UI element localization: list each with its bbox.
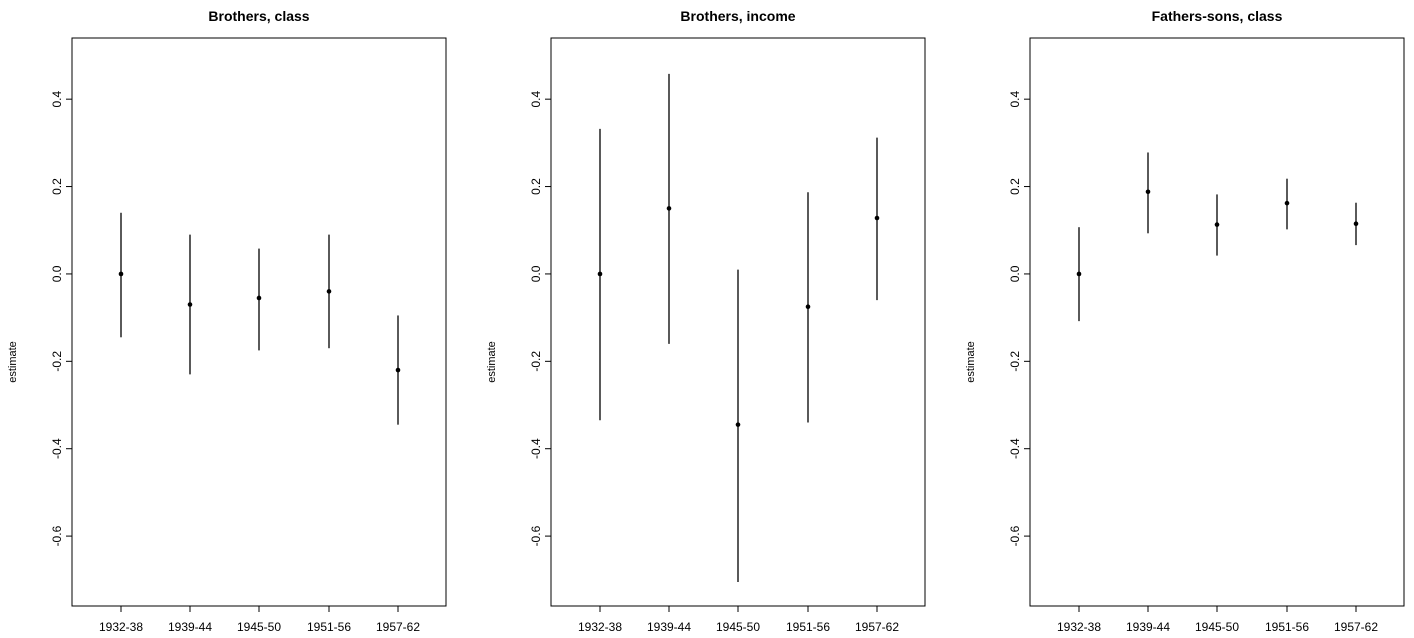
x-tick-label: 1939-44 xyxy=(647,620,691,634)
y-tick-label: -0.2 xyxy=(529,351,543,372)
estimate-point xyxy=(1076,271,1082,277)
y-tick-label: 0.0 xyxy=(50,265,64,282)
chart-panel-2: Brothers, income -0.6 -0.4 -0.2 0.0 0.2 0.4 est… xyxy=(486,8,926,634)
y-axis-label: estimate xyxy=(486,341,498,383)
estimate-point xyxy=(735,422,741,427)
chart-panel-1: Brothers, class -0.6 -0.4 -0.2 0.0 0.2 0.4 esti… xyxy=(7,8,447,634)
estimate-point xyxy=(597,271,603,277)
y-axis-label: estimate xyxy=(7,341,19,383)
estimate-point xyxy=(256,295,262,301)
y-tick-label: 0.4 xyxy=(1008,91,1022,108)
y-tick-label: -0.4 xyxy=(529,438,543,459)
y-tick-label: 0.0 xyxy=(529,265,543,282)
x-tick-label: 1957-62 xyxy=(376,620,420,634)
x-tick-label: 1939-44 xyxy=(1126,620,1170,634)
estimate-point xyxy=(187,302,193,307)
x-tick-label: 1932-38 xyxy=(1057,620,1101,634)
x-tick-label: 1957-62 xyxy=(855,620,899,634)
y-tick-label: 0.2 xyxy=(1008,178,1022,195)
y-tick-label: -0.6 xyxy=(1008,525,1022,546)
y-tick-label: 0.4 xyxy=(50,91,64,108)
y-axis-label: estimate xyxy=(965,341,977,383)
x-tick-label: 1951-56 xyxy=(307,620,351,634)
estimate-point xyxy=(805,304,811,310)
estimate-point xyxy=(1214,222,1220,227)
chart-panel-3: Fathers-sons, class -0.6 -0.4 -0.2 0.0 0.2 0.4… xyxy=(965,8,1405,634)
estimate-point xyxy=(326,289,332,294)
panel-title: Fathers-sons, class xyxy=(1152,8,1283,24)
estimate-point xyxy=(118,271,124,277)
x-tick-label: 1951-56 xyxy=(786,620,830,634)
panel-title: Brothers, class xyxy=(208,8,309,24)
x-tick-label: 1945-50 xyxy=(716,620,760,634)
x-tick-label: 1932-38 xyxy=(99,620,143,634)
estimate-point xyxy=(1145,189,1151,195)
estimate-point xyxy=(1353,221,1359,226)
estimate-point xyxy=(666,206,672,211)
y-tick-label: -0.2 xyxy=(1008,351,1022,372)
y-tick-label: 0.2 xyxy=(50,178,64,195)
y-tick-label: 0.0 xyxy=(1008,265,1022,282)
y-tick-label: -0.6 xyxy=(529,525,543,546)
y-tick-label: -0.2 xyxy=(50,351,64,372)
estimate-point xyxy=(1284,200,1290,206)
estimate-point xyxy=(874,215,880,221)
x-tick-label: 1951-56 xyxy=(1265,620,1309,634)
plot-frame xyxy=(1029,37,1405,607)
x-tick-label: 1939-44 xyxy=(168,620,212,634)
x-tick-label: 1945-50 xyxy=(237,620,281,634)
y-tick-label: 0.2 xyxy=(529,178,543,195)
y-tick-label: -0.4 xyxy=(50,438,64,459)
estimate-point xyxy=(395,367,401,373)
x-tick-label: 1945-50 xyxy=(1195,620,1239,634)
panel-title: Brothers, income xyxy=(680,8,795,24)
y-tick-label: 0.4 xyxy=(529,91,543,108)
x-tick-label: 1957-62 xyxy=(1334,620,1378,634)
x-tick-label: 1932-38 xyxy=(578,620,622,634)
y-tick-label: -0.6 xyxy=(50,525,64,546)
y-tick-label: -0.4 xyxy=(1008,438,1022,459)
